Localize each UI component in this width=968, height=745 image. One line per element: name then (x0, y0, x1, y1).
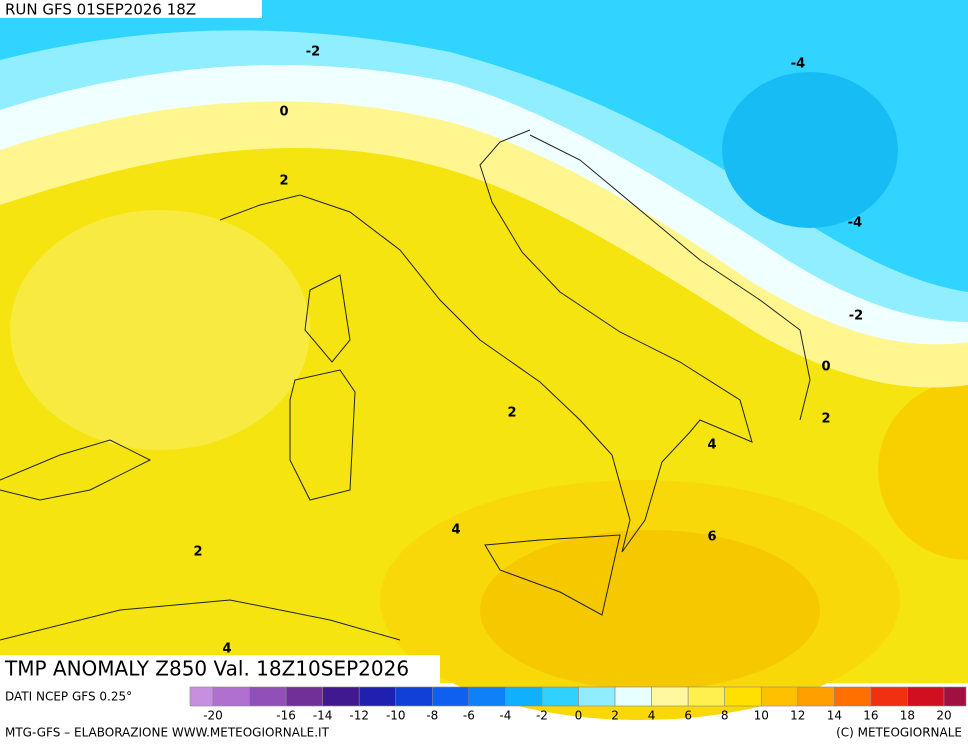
colorbar: -20 -16 -14 -12 -10 -8 -6 -4 -2 0 2 4 6 8 10 12 14 16 18 20 (189, 686, 967, 723)
colorbar-tick-label: 12 (790, 709, 805, 723)
colorbar-tick-label: -8 (426, 709, 438, 723)
run-label: RUN GFS 01SEP2026 18Z (5, 1, 196, 19)
colorbar-tick-label: 6 (684, 709, 692, 723)
colorbar-swatch (797, 686, 835, 707)
colorbar-swatch (468, 686, 506, 707)
colorbar-swatch (578, 686, 616, 707)
colorbar-swatch (395, 686, 433, 707)
contour-label: -2 (849, 309, 863, 324)
colorbar-swatch (505, 686, 543, 707)
colorbar-tick-label: -4 (499, 709, 511, 723)
colorbar-tick-label: 14 (827, 709, 842, 723)
contour-label: 0 (279, 105, 288, 120)
contour-label: -4 (791, 57, 805, 72)
colorbar-swatch (724, 686, 762, 707)
colorbar-swatch (189, 686, 214, 707)
colorbar-tick-label: 18 (900, 709, 915, 723)
contour-label: 4 (451, 523, 460, 538)
colorbar-swatch (614, 686, 652, 707)
colorbar-tick-label: -14 (313, 709, 333, 723)
contour-label: 2 (821, 412, 830, 427)
colorbar-swatch (834, 686, 872, 707)
colorbar-tick-label: 2 (611, 709, 619, 723)
colorbar-tick-label: -20 (203, 709, 223, 723)
contour-label: 4 (707, 438, 716, 453)
contour-label: -2 (306, 45, 320, 60)
colorbar-swatch (760, 686, 799, 707)
map-title: TMP ANOMALY Z850 Val. 18Z10SEP2026 (4, 657, 409, 681)
colorbar-swatch (322, 686, 360, 707)
colorbar-tick-label: 4 (648, 709, 656, 723)
colorbar-swatch (358, 686, 397, 707)
colorbar-swatch (285, 686, 323, 707)
title-box (0, 655, 440, 683)
colorbar-tick-label: 10 (754, 709, 769, 723)
header-box (0, 0, 262, 18)
contour-label: 2 (193, 545, 202, 560)
footer-right: (C) METEOGIORNALE (836, 726, 962, 740)
contour-label: 2 (279, 174, 288, 189)
footer-left: MTG-GFS – ELABORAZIONE WWW.METEOGIORNALE… (5, 726, 330, 740)
colorbar-swatch (431, 686, 470, 707)
colorbar-tick-label: -2 (536, 709, 548, 723)
colorbar-tick-label: 8 (721, 709, 729, 723)
colorbar-swatch (212, 686, 250, 707)
colorbar-swatch (541, 686, 579, 707)
contour-label: -4 (848, 216, 862, 231)
source-label: DATI NCEP GFS 0.25° (5, 690, 132, 704)
colorbar-tick-label: -16 (276, 709, 296, 723)
colorbar-swatch (907, 686, 945, 707)
contour-label: 4 (222, 642, 231, 657)
map-field (0, 0, 968, 720)
colorbar-swatch (687, 686, 726, 707)
colorbar-swatch (943, 686, 967, 707)
colorbar-tick-label: 16 (863, 709, 878, 723)
contour-label: 0 (821, 360, 830, 375)
contour-labels: -2 0 2 -4 -4 -2 0 2 2 4 4 6 2 4 (193, 45, 863, 657)
colorbar-swatch (870, 686, 908, 707)
colorbar-tick-label: -6 (463, 709, 475, 723)
contour-label: 2 (507, 406, 516, 421)
colorbar-tick-label: 0 (575, 709, 583, 723)
colorbar-tick-label: -12 (349, 709, 369, 723)
colorbar-swatch (249, 686, 287, 707)
contour-label: 6 (707, 530, 716, 545)
colorbar-tick-label: -10 (386, 709, 406, 723)
colorbar-tick-label: 20 (936, 709, 951, 723)
colorbar-swatch (651, 686, 689, 707)
